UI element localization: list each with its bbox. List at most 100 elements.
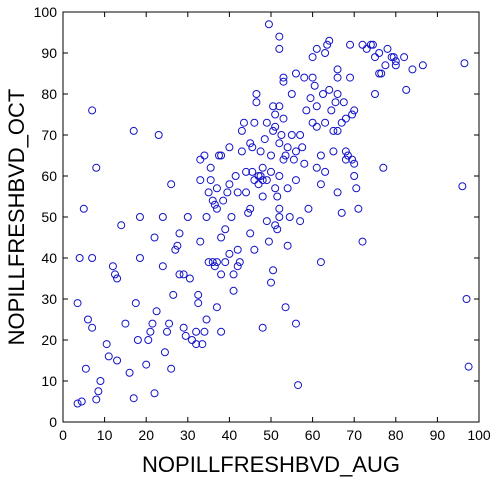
data-point bbox=[212, 303, 221, 312]
data-point bbox=[192, 340, 201, 349]
data-point bbox=[175, 270, 184, 279]
data-point bbox=[244, 208, 253, 217]
data-point bbox=[341, 147, 350, 156]
data-point bbox=[343, 151, 352, 160]
y-tick-label: 60 bbox=[41, 168, 57, 184]
data-point bbox=[206, 176, 215, 185]
data-point bbox=[92, 163, 101, 172]
data-point bbox=[152, 307, 161, 316]
data-point bbox=[246, 229, 255, 238]
data-point bbox=[254, 172, 263, 180]
x-tick-label: 20 bbox=[138, 427, 154, 443]
data-point bbox=[316, 151, 325, 160]
data-point bbox=[341, 155, 350, 164]
data-point bbox=[327, 106, 336, 115]
data-point bbox=[144, 336, 153, 344]
data-point bbox=[460, 59, 469, 68]
data-point bbox=[308, 53, 317, 62]
data-point bbox=[217, 233, 226, 242]
data-point bbox=[154, 131, 163, 139]
data-point bbox=[204, 188, 213, 197]
data-point bbox=[352, 184, 361, 193]
data-point bbox=[158, 262, 167, 271]
data-point bbox=[341, 114, 350, 123]
data-point bbox=[219, 196, 228, 205]
data-points bbox=[73, 20, 473, 408]
data-point bbox=[368, 40, 377, 49]
data-point bbox=[262, 176, 271, 185]
data-point bbox=[187, 336, 196, 344]
data-point bbox=[271, 221, 280, 230]
data-point bbox=[198, 340, 207, 349]
data-point bbox=[194, 290, 203, 299]
data-point bbox=[73, 299, 82, 308]
data-point bbox=[308, 73, 317, 82]
data-point bbox=[79, 204, 88, 213]
data-point bbox=[298, 143, 307, 152]
data-point bbox=[275, 44, 284, 53]
data-point bbox=[337, 118, 346, 127]
data-point bbox=[88, 323, 97, 332]
data-point bbox=[223, 188, 232, 197]
data-point bbox=[215, 151, 223, 160]
data-point bbox=[333, 188, 342, 197]
y-tick-label: 10 bbox=[41, 373, 57, 389]
data-point bbox=[148, 319, 157, 328]
data-point bbox=[346, 40, 355, 49]
data-point bbox=[273, 192, 282, 201]
data-point bbox=[275, 172, 284, 180]
data-point bbox=[279, 73, 288, 82]
data-point bbox=[108, 262, 117, 271]
data-point bbox=[321, 167, 330, 176]
data-point bbox=[262, 118, 271, 127]
data-point bbox=[129, 394, 138, 403]
data-point bbox=[237, 126, 246, 135]
data-point bbox=[291, 176, 300, 185]
data-point bbox=[196, 176, 205, 185]
data-point bbox=[269, 266, 278, 275]
data-point bbox=[269, 126, 278, 135]
data-point bbox=[275, 213, 284, 221]
data-point bbox=[202, 315, 211, 324]
data-point bbox=[179, 323, 188, 332]
data-point bbox=[229, 270, 238, 279]
data-point bbox=[237, 147, 246, 156]
data-point bbox=[362, 44, 371, 53]
data-point bbox=[121, 319, 130, 328]
data-point bbox=[175, 229, 184, 238]
data-point bbox=[202, 213, 211, 221]
data-point bbox=[294, 381, 303, 390]
data-point bbox=[217, 151, 226, 160]
data-point bbox=[350, 172, 359, 180]
data-point bbox=[333, 126, 342, 135]
data-point bbox=[304, 204, 313, 213]
data-point bbox=[277, 131, 286, 139]
data-point bbox=[196, 155, 205, 164]
data-point bbox=[88, 254, 97, 262]
data-point bbox=[250, 245, 259, 254]
data-point bbox=[300, 73, 309, 82]
data-point bbox=[296, 217, 305, 226]
data-point bbox=[402, 85, 411, 94]
data-point bbox=[204, 258, 213, 267]
data-point bbox=[165, 319, 174, 328]
data-point bbox=[75, 254, 84, 262]
data-point bbox=[281, 303, 290, 312]
data-point bbox=[196, 237, 205, 246]
data-point bbox=[354, 204, 363, 213]
data-point bbox=[146, 327, 155, 336]
x-axis-title: NOPILLFRESHBVD_AUG bbox=[142, 452, 400, 477]
data-point bbox=[217, 270, 226, 279]
data-point bbox=[279, 114, 288, 123]
data-point bbox=[321, 118, 330, 127]
data-point bbox=[81, 364, 90, 373]
data-point bbox=[217, 327, 226, 336]
data-point bbox=[375, 49, 384, 57]
data-point bbox=[271, 122, 280, 131]
data-point bbox=[83, 315, 92, 324]
data-point bbox=[163, 327, 171, 336]
data-point bbox=[267, 151, 275, 160]
data-point bbox=[248, 167, 257, 176]
data-point bbox=[181, 331, 190, 340]
